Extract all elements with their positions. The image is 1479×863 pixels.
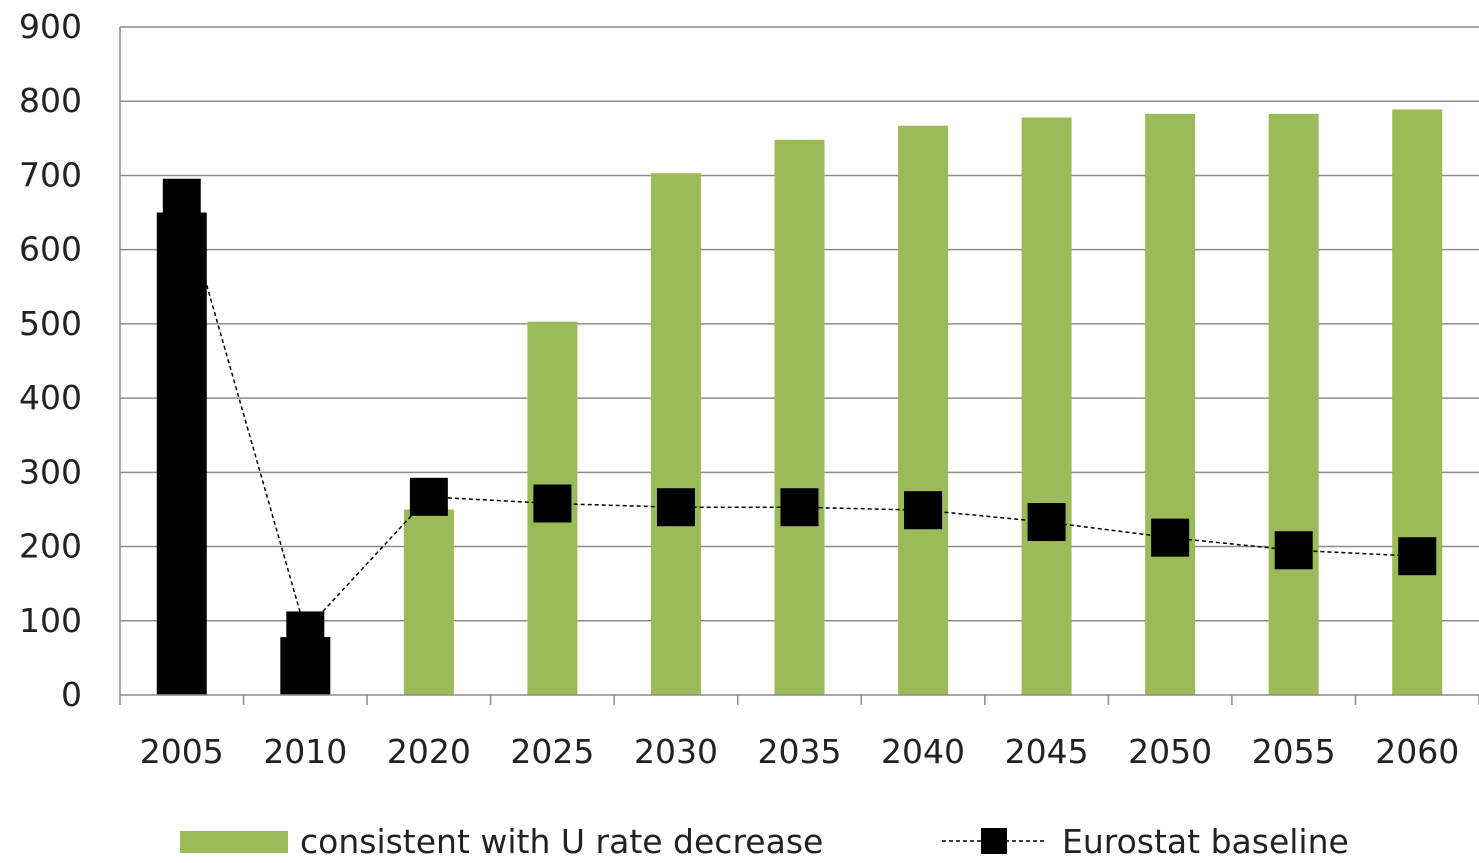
baseline-marker-2055 bbox=[1274, 531, 1313, 570]
axes bbox=[119, 27, 1479, 705]
bar-2060 bbox=[1392, 109, 1443, 696]
bar-2030 bbox=[650, 173, 701, 695]
legend-label-line: Eurostat baseline bbox=[1062, 822, 1349, 859]
x-tick-label: 2040 bbox=[881, 732, 965, 771]
x-tick-label: 2060 bbox=[1375, 732, 1459, 771]
y-tick-label: 600 bbox=[19, 230, 82, 269]
y-tick-label: 800 bbox=[19, 81, 82, 120]
bar-2005 bbox=[156, 212, 207, 696]
legend-label-bars: consistent with U rate decrease bbox=[300, 822, 823, 859]
y-tick-label: 200 bbox=[19, 527, 82, 566]
bar-2055 bbox=[1268, 113, 1319, 696]
x-tick-label: 2005 bbox=[140, 732, 224, 771]
y-axis-tick-labels: 0 100 200 300 400 500 600 700 800 900 bbox=[19, 7, 82, 714]
y-tick-label: 400 bbox=[19, 378, 82, 417]
baseline-marker-2005 bbox=[162, 178, 201, 217]
baseline-marker-2060 bbox=[1398, 537, 1437, 576]
baseline-marker-2045 bbox=[1027, 503, 1066, 542]
bar-2045 bbox=[1021, 117, 1072, 696]
y-tick-label: 300 bbox=[19, 452, 82, 491]
y-tick-label: 500 bbox=[19, 304, 82, 343]
baseline-marker-2020 bbox=[409, 477, 448, 516]
legend: consistent with U rate decrease Eurostat… bbox=[180, 822, 1349, 861]
y-tick-label: 0 bbox=[61, 675, 82, 714]
bars bbox=[156, 109, 1443, 696]
x-tick-label: 2025 bbox=[510, 732, 594, 771]
baseline-marker-2030 bbox=[656, 488, 695, 527]
baseline-marker-2035 bbox=[780, 488, 819, 527]
legend-marker-swatch bbox=[981, 828, 1007, 854]
baseline-markers bbox=[162, 178, 1437, 650]
x-tick-label: 2030 bbox=[634, 732, 718, 771]
x-tick-label: 2050 bbox=[1128, 732, 1212, 771]
baseline-marker-2010 bbox=[286, 611, 325, 650]
baseline-marker-2050 bbox=[1151, 518, 1190, 557]
bar-2035 bbox=[774, 139, 825, 696]
baseline-marker-2025 bbox=[533, 484, 572, 523]
y-tick-label: 900 bbox=[19, 7, 82, 46]
y-tick-label: 100 bbox=[19, 601, 82, 640]
x-tick-label: 2055 bbox=[1252, 732, 1336, 771]
x-axis-tick-labels: 2005 2010 2020 2025 2030 2035 2040 2045 2050 2055… bbox=[140, 732, 1459, 771]
x-tick-label: 2035 bbox=[758, 732, 842, 771]
bar-2040 bbox=[898, 125, 949, 695]
x-tick-label: 2020 bbox=[387, 732, 471, 771]
y-tick-label: 700 bbox=[19, 155, 82, 194]
bar-2050 bbox=[1145, 113, 1196, 696]
bar-2020 bbox=[403, 509, 454, 695]
x-tick-label: 2045 bbox=[1005, 732, 1089, 771]
baseline-marker-2040 bbox=[904, 491, 943, 530]
x-tick-label: 2010 bbox=[263, 732, 347, 771]
legend-bar-swatch bbox=[180, 831, 288, 853]
